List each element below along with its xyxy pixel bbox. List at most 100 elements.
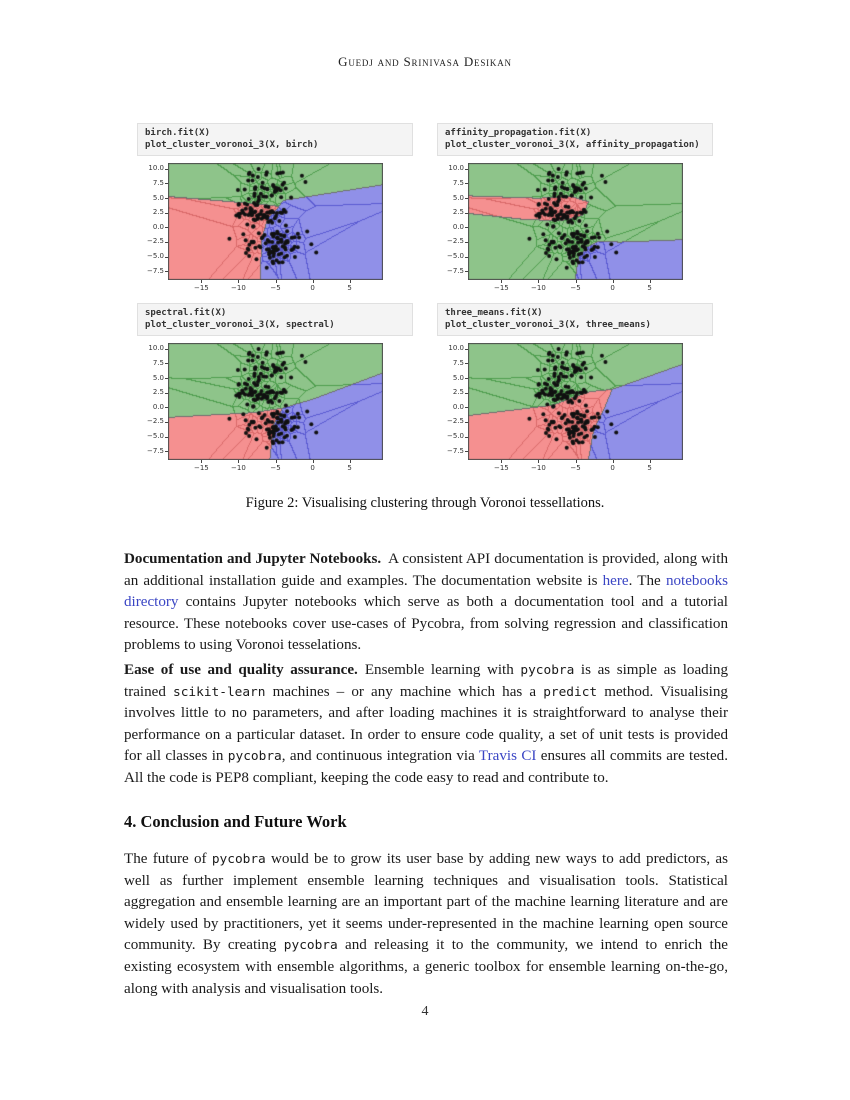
x-tick-label: −10 [531, 284, 546, 292]
x-tick-mark [238, 280, 240, 283]
inline-code: pycobra [520, 663, 575, 678]
y-tick-label: 2.5 [152, 388, 164, 397]
x-tick-label: −10 [231, 464, 246, 472]
x-tick-mark [538, 280, 540, 283]
x-tick-label: −15 [493, 284, 509, 292]
x-tick-mark [612, 460, 614, 463]
y-tick-label: 7.5 [452, 178, 464, 187]
x-tick-label: 5 [647, 464, 652, 472]
y-tick-mark [165, 451, 168, 453]
x-tick-label: −15 [493, 464, 509, 472]
y-tick-mark [465, 407, 468, 409]
x-tick-label: 0 [310, 464, 315, 472]
link[interactable]: here [602, 572, 629, 589]
x-tick-mark [538, 460, 540, 463]
y-tick-mark [165, 392, 168, 394]
y-tick-mark [465, 271, 468, 273]
y-tick-label: −2.5 [447, 237, 464, 246]
y-tick-label: −2.5 [147, 417, 164, 426]
voronoi-plot: 10.0 7.5 5.0 2.5 0.0 −2.5 −5.0 −7.5 −15 −10 −5 0 5 [137, 154, 413, 295]
x-tick-mark [349, 460, 351, 463]
x-tick-label: 5 [647, 284, 652, 292]
inline-code: pycobra [211, 852, 266, 867]
y-tick-mark [465, 392, 468, 394]
figure-panel: birch.fit(X) plot_cluster_voronoi_3(X, b… [137, 123, 413, 295]
x-tick-label: −10 [531, 464, 546, 472]
x-tick-mark [649, 280, 651, 283]
y-tick-mark [465, 421, 468, 423]
figure-caption: Figure 2: Visualising clustering through… [245, 495, 605, 511]
y-tick-label: −5.0 [447, 432, 464, 441]
inline-code: pycobra [283, 938, 338, 954]
y-tick-mark [465, 168, 468, 170]
x-tick-mark [201, 460, 203, 463]
y-tick-mark [165, 436, 168, 438]
y-tick-label: 5.0 [152, 373, 164, 382]
voronoi-plot-canvas [168, 343, 383, 460]
y-tick-label: 10.0 [148, 344, 164, 353]
y-tick-mark [465, 451, 468, 453]
link[interactable]: Travis CI [478, 748, 537, 765]
y-tick-mark [465, 363, 468, 365]
y-tick-mark [465, 198, 468, 200]
figure-panel: spectral.fit(X) plot_cluster_voronoi_3(X… [137, 303, 413, 475]
x-tick-mark [349, 280, 351, 283]
y-tick-label: 0.0 [152, 222, 164, 231]
paragraph-documentation: Documentation and Jupyter Notebooks. A co… [124, 551, 728, 654]
y-tick-mark [465, 436, 468, 438]
y-tick-mark [465, 212, 468, 214]
y-tick-label: −2.5 [447, 417, 464, 426]
y-tick-label: −5.0 [147, 432, 164, 441]
x-tick-mark [275, 460, 277, 463]
y-tick-label: −7.5 [147, 446, 164, 455]
x-tick-label: 0 [610, 284, 615, 292]
figure-grid: birch.fit(X) plot_cluster_voronoi_3(X, b… [137, 123, 717, 478]
page-number: 4 [421, 1004, 429, 1019]
voronoi-plot: 10.0 7.5 5.0 2.5 0.0 −2.5 −5.0 −7.5 −15 −10 −5 0 5 [437, 154, 713, 295]
figure-panel: three_means.fit(X) plot_cluster_voronoi_… [437, 303, 713, 475]
figure-panel: affinity_propagation.fit(X) plot_cluster… [437, 123, 713, 295]
y-tick-mark [465, 256, 468, 258]
y-tick-label: 0.0 [452, 402, 464, 411]
x-tick-mark [575, 280, 577, 283]
x-tick-label: 0 [610, 464, 615, 472]
x-tick-label: −5 [270, 284, 281, 292]
paragraph-lead: Ease of use and quality assurance. [124, 662, 358, 678]
code-snippet: birch.fit(X) plot_cluster_voronoi_3(X, b… [137, 123, 413, 156]
x-tick-label: −15 [193, 464, 209, 472]
y-tick-label: 7.5 [452, 358, 464, 367]
y-tick-label: −5.0 [447, 252, 464, 261]
y-tick-label: 5.0 [452, 193, 464, 202]
inline-code: predict [543, 684, 598, 700]
y-tick-label: 10.0 [448, 164, 464, 173]
y-tick-label: 2.5 [452, 388, 464, 397]
x-tick-mark [275, 280, 277, 283]
link[interactable]: notebooks directory [124, 572, 728, 611]
y-tick-mark [165, 421, 168, 423]
x-tick-mark [312, 460, 314, 463]
x-tick-label: −10 [231, 284, 246, 292]
y-tick-label: −7.5 [447, 446, 464, 455]
x-tick-label: 0 [310, 284, 315, 292]
y-tick-mark [165, 168, 168, 170]
y-tick-mark [165, 348, 168, 350]
x-tick-label: −5 [570, 284, 581, 292]
y-tick-mark [165, 256, 168, 258]
x-tick-label: 5 [347, 464, 352, 472]
y-tick-label: 5.0 [452, 373, 464, 382]
x-tick-mark [575, 460, 577, 463]
y-tick-label: 0.0 [152, 402, 164, 411]
y-tick-label: 7.5 [152, 358, 164, 367]
y-tick-label: 5.0 [152, 193, 164, 202]
inline-code: pycobra [227, 749, 282, 765]
x-tick-label: −5 [270, 464, 281, 472]
voronoi-plot: 10.0 7.5 5.0 2.5 0.0 −2.5 −5.0 −7.5 −15 −10 −5 0 5 [137, 334, 413, 475]
x-tick-mark [649, 460, 651, 463]
y-tick-mark [465, 378, 468, 380]
y-tick-mark [465, 227, 468, 229]
y-tick-label: 2.5 [152, 208, 164, 217]
x-tick-mark [501, 460, 503, 463]
voronoi-plot-canvas [468, 343, 683, 460]
voronoi-plot-canvas [168, 163, 383, 280]
